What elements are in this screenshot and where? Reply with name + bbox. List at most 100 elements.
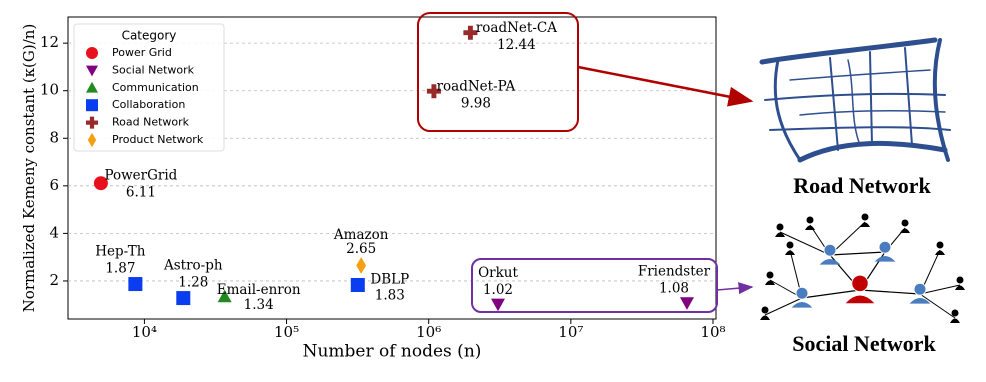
person-head: [776, 223, 784, 231]
value-label: 1.34: [244, 297, 274, 313]
point-label: DBLP: [370, 271, 409, 287]
person-body: [935, 250, 945, 255]
y-tick-label: 4: [49, 223, 59, 241]
person-body: [900, 228, 910, 233]
point-label: Orkut: [478, 265, 518, 281]
y-tick-label: 6: [49, 176, 59, 194]
person-body: [909, 298, 931, 304]
person-head: [761, 306, 769, 314]
edge: [829, 251, 886, 256]
legend-label: Social Network: [112, 63, 195, 76]
person-body: [765, 280, 775, 285]
road-caption: Road Network: [793, 173, 931, 198]
y-tick-label: 10: [40, 81, 59, 99]
person-head: [913, 282, 927, 296]
point-label: Friendster: [638, 263, 711, 279]
person-body: [950, 318, 960, 323]
marker: [86, 47, 98, 59]
person-head: [823, 243, 837, 257]
marker: [463, 25, 478, 40]
point-label: roadNet-CA: [476, 20, 557, 36]
person-head: [956, 276, 964, 284]
edge: [859, 289, 921, 295]
person-head: [795, 286, 809, 300]
legend-label: Communication: [112, 81, 199, 94]
person-body: [845, 295, 875, 304]
marker: [93, 176, 108, 191]
person-head: [951, 309, 959, 317]
marker: [350, 277, 365, 292]
point-label: Email-enron: [217, 282, 301, 298]
highlight-box-social: [471, 258, 718, 313]
legend-box: [73, 23, 225, 152]
person-head: [861, 213, 869, 221]
social-illustration: [760, 213, 965, 323]
edge: [764, 297, 803, 316]
legend-label: Product Network: [112, 133, 204, 146]
edge: [779, 231, 831, 256]
value-label: 1.87: [105, 261, 135, 277]
person-head: [936, 241, 944, 249]
person-body: [760, 315, 770, 320]
legend-label: Road Network: [112, 116, 190, 129]
person-body: [874, 256, 896, 262]
marker: [87, 132, 97, 148]
edge: [801, 289, 861, 299]
value-label: 6.11: [126, 185, 156, 201]
marker: [176, 291, 191, 306]
person-body: [785, 250, 795, 255]
x-tick-label: 10⁸: [700, 323, 725, 341]
plot-frame: [67, 16, 717, 320]
arrow-social: [716, 282, 754, 295]
value-label: 2.65: [346, 241, 376, 257]
x-axis-label: Number of nodes (n): [303, 342, 482, 362]
legend-label: Collaboration: [112, 98, 185, 111]
point-label: Amazon: [333, 227, 389, 243]
person-head: [851, 274, 869, 293]
value-label: 1.83: [375, 287, 405, 303]
x-tick-label: 10⁵: [274, 323, 299, 341]
marker: [356, 257, 367, 274]
person-body: [819, 259, 841, 265]
marker: [86, 81, 98, 93]
marker: [86, 99, 98, 112]
marker: [128, 277, 143, 292]
edge: [919, 284, 961, 295]
edge: [919, 293, 956, 319]
y-tick-label: 12: [40, 33, 59, 51]
arrow-road: [577, 65, 754, 107]
legend-label: Power Grid: [112, 46, 172, 59]
x-tick-label: 10⁴: [132, 323, 157, 341]
social-caption: Social Network: [792, 331, 936, 356]
x-tick-label: 10⁶: [416, 323, 441, 341]
person-head: [806, 216, 814, 224]
marker: [217, 289, 232, 303]
person-body: [791, 302, 813, 308]
marker: [86, 65, 98, 77]
person-head: [786, 241, 794, 249]
person-body: [860, 222, 870, 227]
legend-title: Category: [122, 29, 177, 43]
marker: [86, 116, 98, 129]
value-label: 1.08: [659, 280, 689, 296]
marker: [426, 84, 441, 99]
x-tick-label: 10⁷: [558, 323, 583, 341]
y-axis-label: Normalized Kemeny constant (κ(G)/n): [20, 24, 38, 313]
y-tick-label: 2: [49, 271, 59, 289]
y-tick-label: 8: [49, 128, 59, 146]
value-label: 12.44: [497, 37, 536, 53]
point-label: roadNet-PA: [437, 79, 516, 95]
person-head: [766, 271, 774, 279]
point-label: Astro-ph: [163, 258, 223, 274]
value-label: 1.28: [178, 275, 208, 291]
point-label: PowerGrid: [104, 168, 177, 184]
marker: [490, 298, 505, 312]
person-body: [805, 225, 815, 230]
person-head: [901, 219, 909, 227]
person-head: [878, 240, 892, 254]
value-label: 9.98: [461, 96, 491, 112]
point-label: Hep-Th: [95, 244, 145, 260]
person-body: [955, 285, 965, 290]
road-illustration: [759, 37, 951, 163]
